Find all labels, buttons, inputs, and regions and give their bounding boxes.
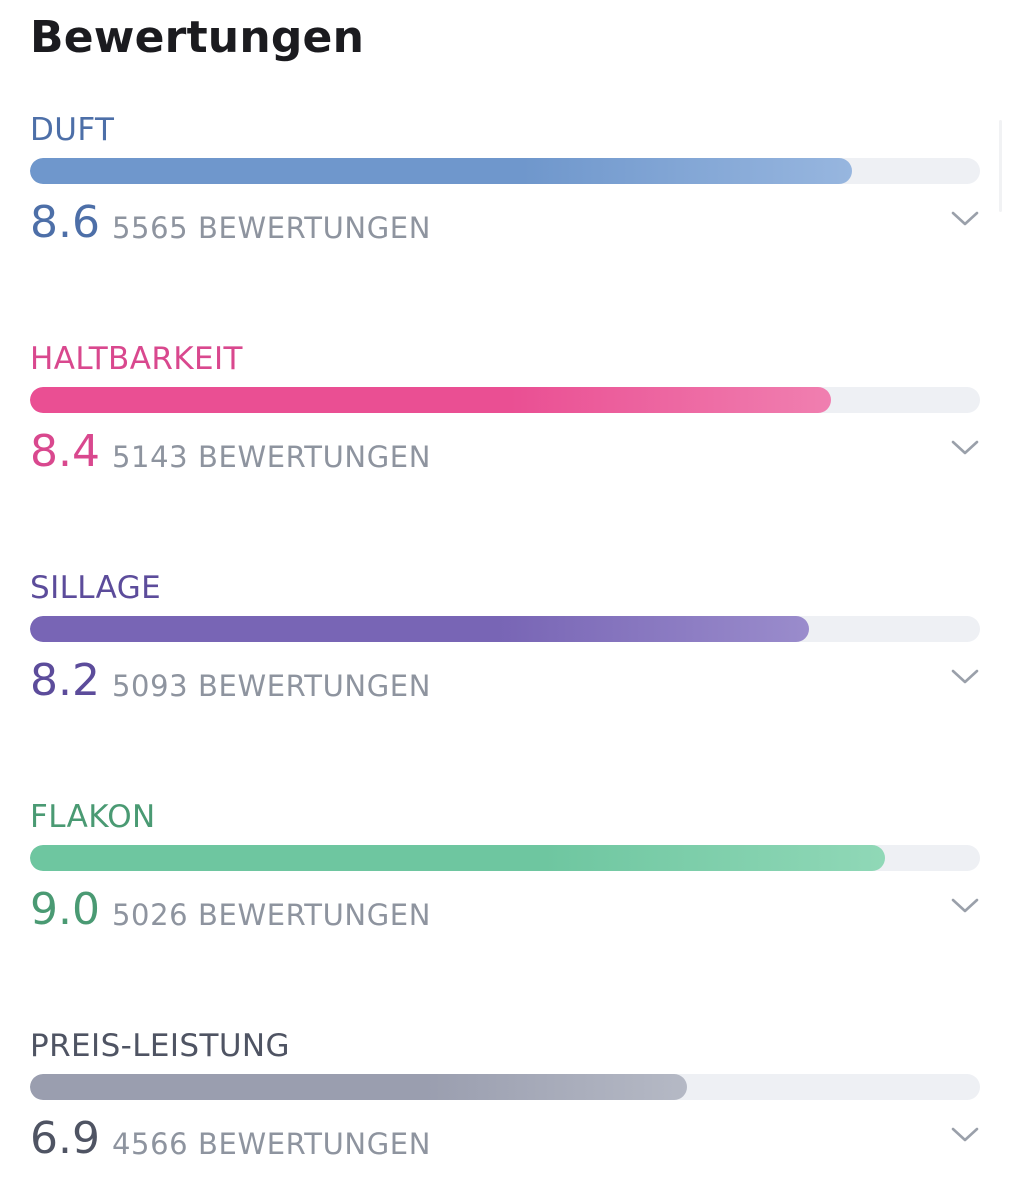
rating-score: 8.2 [30,655,100,706]
rating-count: 4566 BEWERTUNGEN [112,1127,431,1161]
rating-bar-fill [30,387,831,413]
rating-bar-track [30,616,980,642]
rating-bar-fill [30,845,885,871]
chevron-down-icon[interactable] [948,435,982,459]
rating-count: 5026 BEWERTUNGEN [112,898,431,932]
rating-label: FLAKON [30,799,156,835]
rating-bar-track [30,845,980,871]
rating-row-duft[interactable]: DUFT 8.6 5565 BEWERTUNGEN [30,110,982,260]
rating-row-haltbarkeit[interactable]: HALTBARKEIT 8.4 5143 BEWERTUNGEN [30,339,982,489]
chevron-down-icon[interactable] [948,206,982,230]
chevron-down-icon[interactable] [948,1122,982,1146]
rating-bar-fill [30,158,852,184]
chevron-down-icon[interactable] [948,664,982,688]
rating-score: 9.0 [30,884,100,935]
rating-bar-track [30,387,980,413]
rating-count: 5093 BEWERTUNGEN [112,669,431,703]
rating-score: 8.6 [30,197,100,248]
rating-row-flakon[interactable]: FLAKON 9.0 5026 BEWERTUNGEN [30,797,982,947]
rating-label: DUFT [30,112,115,148]
rating-bar-track [30,158,980,184]
rating-label: PREIS-LEISTUNG [30,1028,290,1064]
rating-row-sillage[interactable]: SILLAGE 8.2 5093 BEWERTUNGEN [30,568,982,718]
rating-count: 5565 BEWERTUNGEN [112,211,431,245]
scrollbar[interactable] [999,120,1002,212]
rating-label: HALTBARKEIT [30,341,243,377]
rating-label: SILLAGE [30,570,162,606]
rating-bar-fill [30,1074,688,1100]
rating-count: 5143 BEWERTUNGEN [112,440,431,474]
rating-bar-track [30,1074,980,1100]
page-title: Bewertungen [30,12,365,63]
rating-row-preis-leistung[interactable]: PREIS-LEISTUNG 6.9 4566 BEWERTUNGEN [30,1026,982,1176]
rating-bar-fill [30,616,809,642]
rating-score: 6.9 [30,1113,100,1164]
rating-score: 8.4 [30,426,100,477]
chevron-down-icon[interactable] [948,893,982,917]
